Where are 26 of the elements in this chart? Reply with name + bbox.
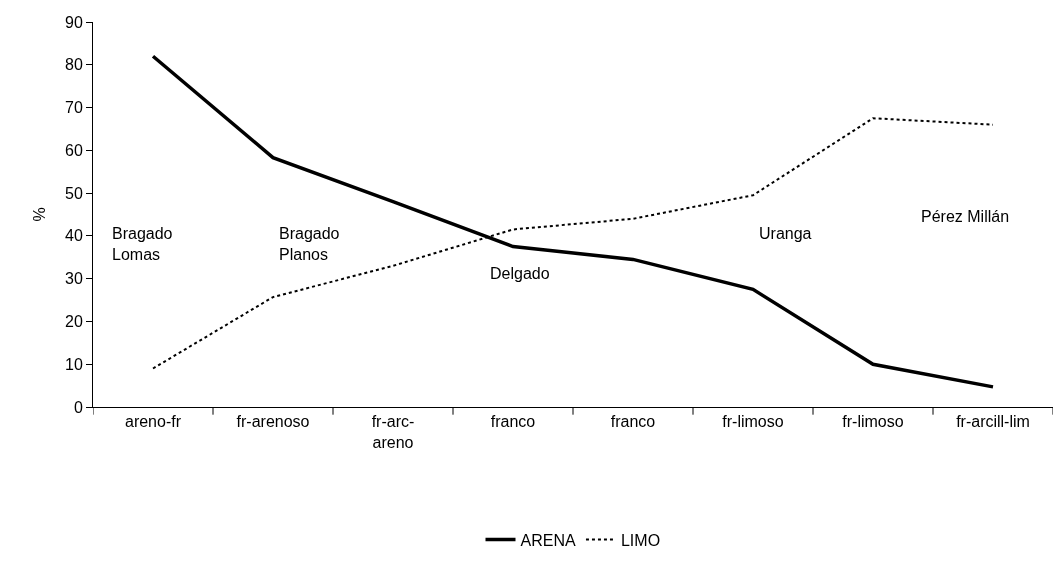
annotation: Bragado Lomas — [112, 225, 173, 263]
x-tick-label: fr-arc-areno — [371, 413, 415, 451]
y-tick-label: 90 — [65, 13, 83, 31]
y-tick-label: 60 — [65, 141, 83, 159]
x-tick-label: fr-limoso — [842, 413, 904, 431]
x-tick-label: franco — [610, 413, 656, 431]
annotation: Uranga — [759, 225, 812, 242]
x-tick-label: franco — [490, 413, 536, 431]
x-tick-label: areno-fr — [124, 413, 182, 431]
x-tick-label: fr-arenoso — [236, 413, 310, 431]
y-axis-title: % — [30, 207, 48, 222]
y-tick-label: 40 — [65, 227, 83, 245]
y-tick-label: 20 — [65, 313, 83, 331]
y-tick-label: 10 — [65, 355, 83, 373]
annotation: Delgado — [490, 265, 550, 282]
legend-label: ARENA — [520, 531, 576, 549]
legend-label: LIMO — [620, 531, 661, 549]
annotation: Pérez Millán — [921, 208, 1010, 225]
y-tick-label: 30 — [65, 270, 83, 288]
y-tick-label: 50 — [65, 184, 83, 202]
y-tick-label: 80 — [65, 56, 83, 74]
x-tick-label: fr-limoso — [722, 413, 784, 431]
annotation: Bragado Planos — [279, 225, 340, 263]
y-tick-label: 70 — [65, 99, 83, 117]
x-tick-label: fr-arcill-lim — [956, 413, 1030, 431]
y-tick-label: 0 — [73, 398, 83, 416]
